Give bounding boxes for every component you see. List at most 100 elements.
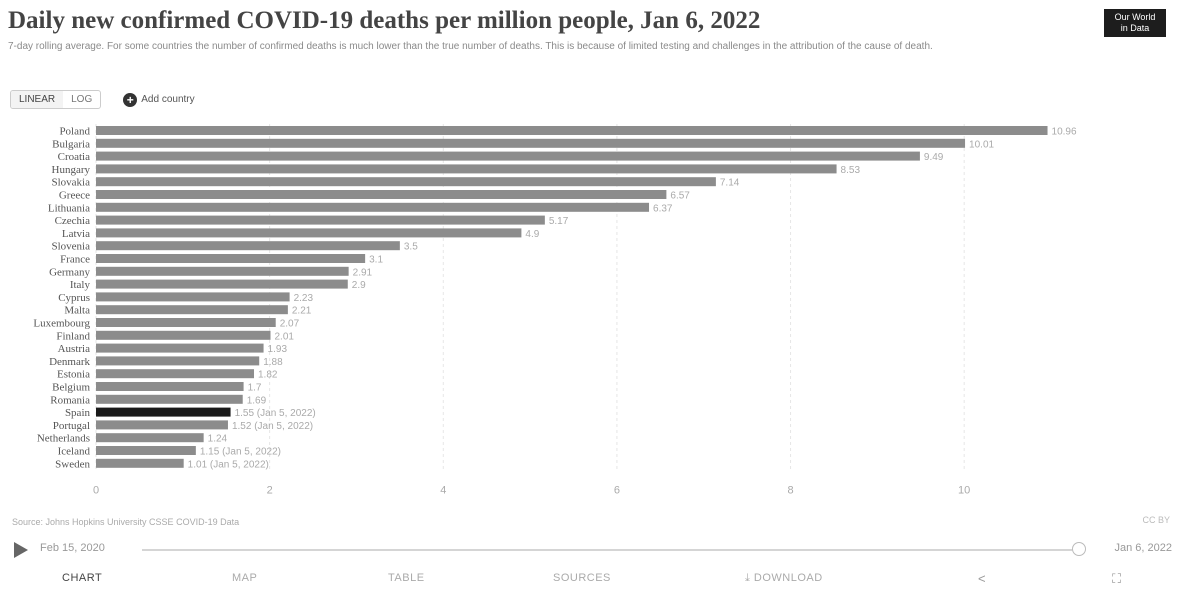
chart-subtitle: 7-day rolling average. For some countrie…	[8, 41, 933, 52]
category-label: Estonia	[57, 369, 90, 381]
add-country-button[interactable]: + Add country	[123, 92, 195, 107]
category-label: Denmark	[49, 356, 90, 368]
download-icon: ⤓	[745, 572, 754, 584]
x-tick-label: 2	[267, 485, 273, 497]
add-country-label: Add country	[141, 94, 195, 105]
value-label: 4.9	[525, 229, 539, 240]
tab-chart[interactable]: CHART	[62, 572, 103, 584]
scale-linear-option[interactable]: LINEAR	[11, 91, 64, 108]
chart-controls: LINEAR LOG + Add country	[10, 90, 195, 109]
x-tick-label: 8	[787, 485, 793, 497]
bar	[96, 279, 348, 289]
value-label: 6.37	[653, 203, 673, 214]
license-badge[interactable]: CC BY	[1142, 515, 1170, 525]
value-label: 5.17	[549, 216, 569, 227]
timeline-start-label: Feb 15, 2020	[40, 542, 105, 554]
category-label: Netherlands	[37, 433, 90, 445]
value-label: 1.69	[247, 395, 267, 406]
bar	[96, 369, 255, 379]
tab-sources[interactable]: SOURCES	[553, 572, 611, 584]
bar	[96, 343, 264, 353]
value-label: 1.82	[258, 370, 278, 381]
logo-line-1: Our World	[1114, 12, 1156, 22]
x-tick-label: 10	[958, 485, 970, 497]
category-label: Spain	[65, 407, 91, 419]
bar	[96, 446, 196, 455]
value-label: 8.53	[841, 165, 861, 176]
tab-table[interactable]: TABLE	[388, 572, 425, 584]
tab-download[interactable]: ⤓ DOWNLOAD	[745, 572, 823, 585]
bar	[96, 138, 966, 148]
value-label: 10.96	[1052, 127, 1077, 138]
logo-line-2: in Data	[1120, 23, 1150, 33]
bar	[96, 202, 650, 212]
value-label: 1.52 (Jan 5, 2022)	[232, 421, 313, 432]
expand-icon[interactable]: ⛶	[1112, 571, 1122, 586]
tab-download-label: DOWNLOAD	[753, 572, 823, 584]
category-label: Malta	[64, 305, 90, 317]
owid-logo[interactable]: Our World in Data	[1104, 9, 1166, 37]
category-label: Germany	[49, 266, 90, 278]
bar	[96, 356, 260, 366]
value-label: 1.01 (Jan 5, 2022)	[188, 459, 269, 470]
tab-map[interactable]: MAP	[232, 572, 258, 584]
category-label: Latvia	[62, 228, 90, 240]
bar	[96, 190, 667, 199]
value-label: 1.15 (Jan 5, 2022)	[200, 447, 281, 458]
category-label: Bulgaria	[52, 138, 90, 150]
bar	[96, 266, 349, 276]
bar	[96, 241, 400, 251]
value-label: 1.24	[208, 434, 228, 445]
bar	[96, 330, 271, 340]
value-label: 9.49	[924, 152, 944, 163]
bar	[96, 177, 716, 187]
value-label: 1.93	[268, 344, 288, 355]
share-icon[interactable]: <	[978, 571, 986, 586]
category-label: Slovakia	[52, 177, 91, 189]
category-label: Iceland	[58, 446, 91, 458]
chart-header: Daily new confirmed COVID-19 deaths per …	[8, 6, 1088, 53]
bar	[96, 420, 228, 430]
value-label: 2.9	[352, 280, 366, 291]
bar	[96, 126, 1048, 135]
scale-toggle[interactable]: LINEAR LOG	[10, 90, 102, 109]
scale-log-option[interactable]: LOG	[71, 94, 93, 105]
category-label: Cyprus	[58, 292, 90, 304]
category-label: Belgium	[52, 382, 90, 394]
timeline: Feb 15, 2020 Jan 6, 2022	[12, 538, 1172, 562]
x-tick-label: 4	[440, 485, 446, 497]
value-label: 2.23	[294, 293, 314, 304]
chart-title: Daily new confirmed COVID-19 deaths per …	[8, 7, 761, 34]
value-label: 2.21	[292, 306, 312, 317]
category-label: France	[60, 254, 90, 266]
plus-circle-icon: +	[123, 92, 138, 107]
bar	[96, 305, 288, 315]
category-label: Luxembourg	[33, 318, 90, 330]
bar	[96, 407, 231, 417]
category-label: Finland	[56, 330, 90, 342]
value-label: 6.57	[670, 191, 690, 202]
value-label: 2.91	[353, 267, 373, 278]
bar	[96, 318, 276, 327]
x-tick-label: 0	[93, 485, 99, 497]
bar	[96, 215, 545, 225]
category-label: Croatia	[58, 151, 90, 163]
bar	[96, 382, 244, 391]
source-note[interactable]: Source: Johns Hopkins University CSSE CO…	[12, 517, 240, 527]
bar	[96, 164, 837, 174]
value-label: 2.01	[275, 331, 295, 342]
category-label: Slovenia	[52, 241, 91, 253]
bar	[96, 292, 290, 302]
play-icon[interactable]	[14, 542, 28, 558]
x-tick-label: 6	[614, 485, 620, 497]
bar	[96, 458, 184, 468]
timeline-track[interactable]	[142, 549, 1072, 551]
value-label: 1.7	[248, 383, 262, 394]
category-label: Sweden	[55, 458, 90, 470]
value-label: 3.5	[404, 242, 418, 253]
category-label: Austria	[58, 343, 91, 355]
category-label: Italy	[70, 279, 91, 291]
timeline-handle[interactable]	[1072, 542, 1086, 556]
category-label: Czechia	[55, 215, 91, 227]
bar	[96, 433, 204, 443]
